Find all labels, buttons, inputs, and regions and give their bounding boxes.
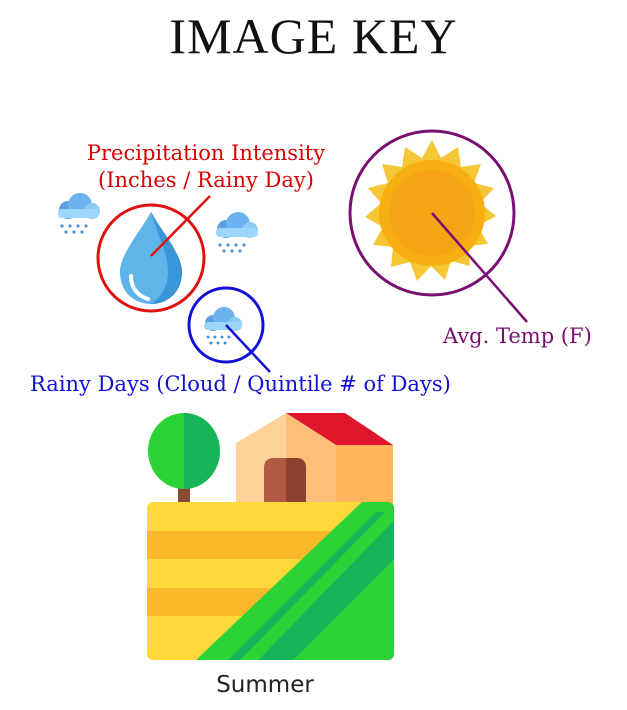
season-label: Summer xyxy=(216,672,314,698)
farm-landscape-icon xyxy=(147,413,394,660)
precipitation-label-line1: Precipitation Intensity xyxy=(86,141,326,165)
precipitation-intensity-label: Precipitation Intensity (Inches / Rainy … xyxy=(66,140,346,194)
rainy-days-circle xyxy=(187,286,265,364)
rainy-days-pointer-line xyxy=(225,324,271,373)
rain-cloud-icon xyxy=(58,193,100,234)
page-title: IMAGE KEY xyxy=(169,8,458,64)
water-drop-icon xyxy=(120,212,182,304)
temperature-pointer-line xyxy=(431,212,528,323)
sun-icon xyxy=(365,140,496,281)
precipitation-label-line2: (Inches / Rainy Day) xyxy=(98,168,314,192)
precipitation-pointer-line xyxy=(150,195,211,257)
rain-cloud-icon xyxy=(204,307,242,345)
rainy-days-label: Rainy Days (Cloud / Quintile # of Days) xyxy=(30,372,451,396)
rain-cloud-icon xyxy=(216,212,258,253)
avg-temp-label: Avg. Temp (F) xyxy=(443,324,592,348)
temperature-circle xyxy=(348,129,516,297)
precipitation-circle xyxy=(96,203,206,313)
